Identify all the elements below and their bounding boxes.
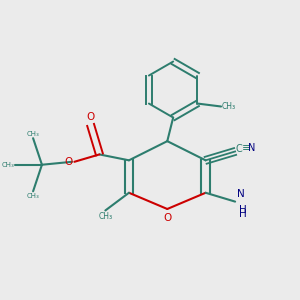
Text: CH₃: CH₃: [98, 212, 112, 221]
Text: O: O: [86, 112, 95, 122]
Text: CH₃: CH₃: [27, 193, 40, 199]
Text: CH₃: CH₃: [27, 131, 40, 137]
Text: N: N: [248, 142, 256, 153]
Text: O: O: [163, 212, 171, 223]
Text: C: C: [236, 143, 242, 154]
Text: H: H: [239, 209, 246, 219]
Text: N: N: [237, 189, 244, 199]
Text: CH₃: CH₃: [1, 162, 14, 168]
Text: CH₃: CH₃: [222, 102, 236, 111]
Text: O: O: [65, 157, 73, 167]
Text: H: H: [239, 205, 246, 214]
Text: ≡: ≡: [242, 143, 251, 153]
